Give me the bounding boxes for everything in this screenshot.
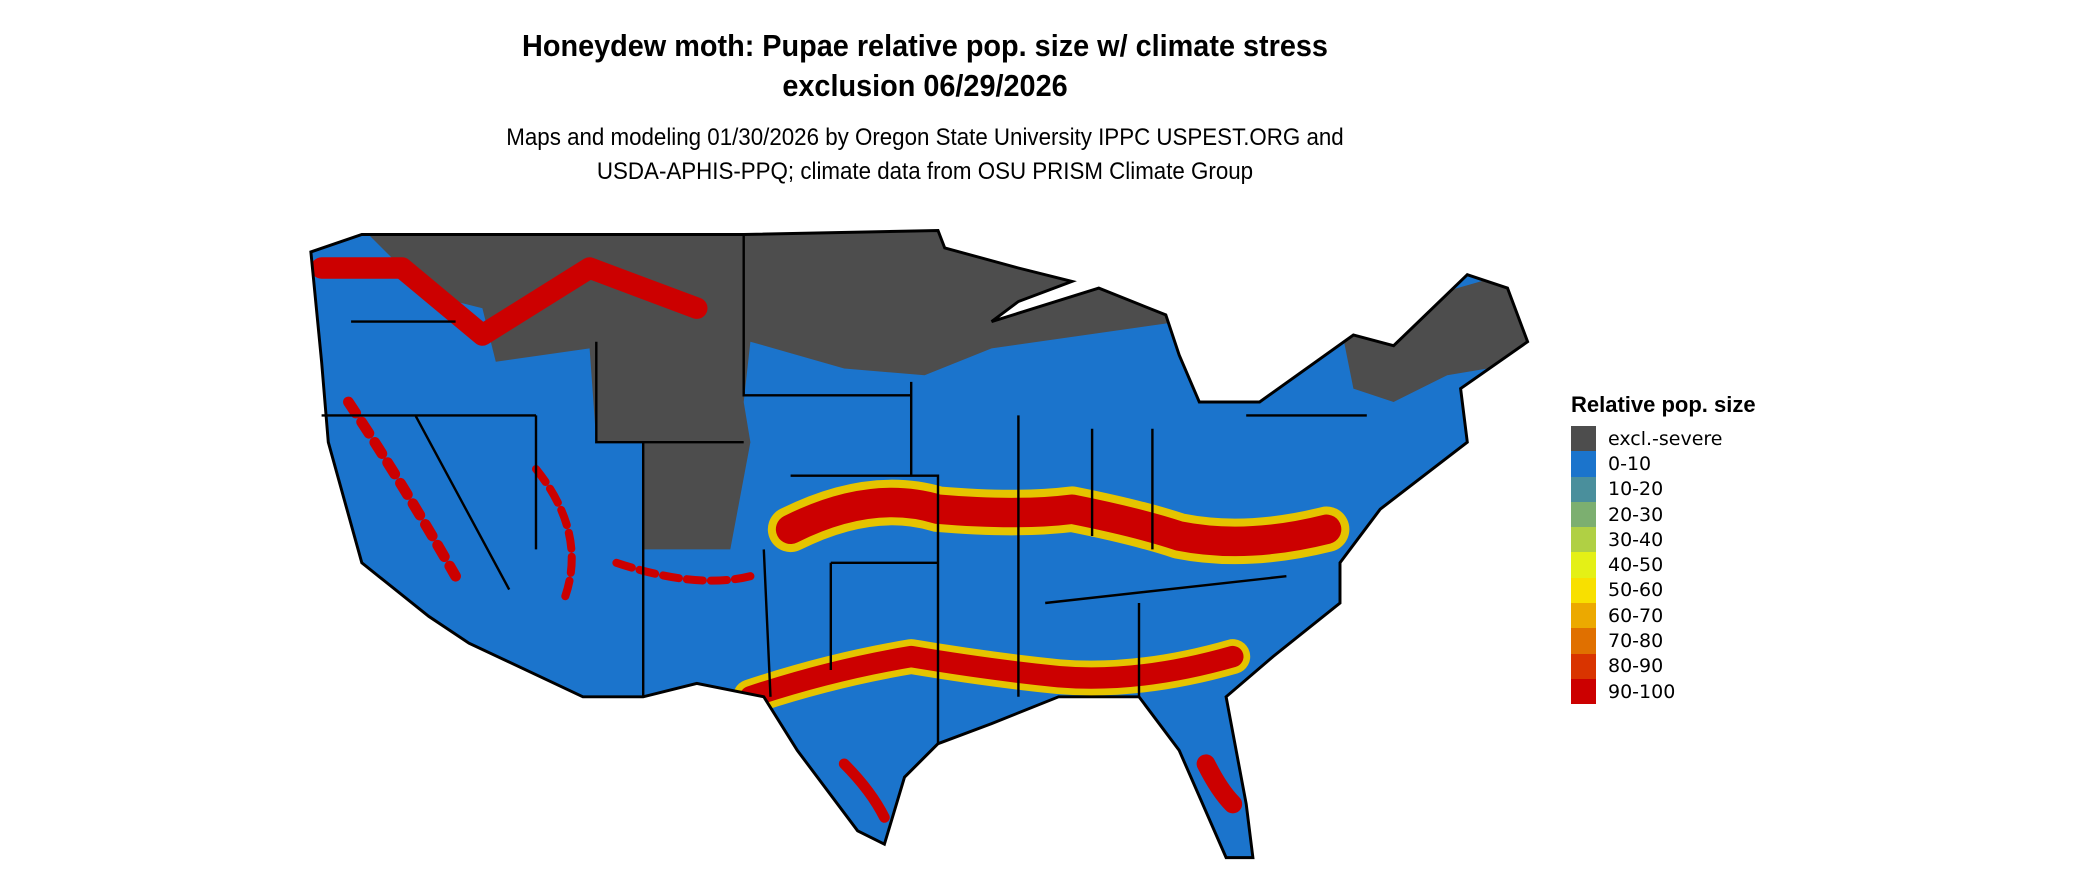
legend: Relative pop. size excl.-severe 0-10 10-20… — [1571, 392, 1756, 705]
map-subtitle-line1: Maps and modeling 01/30/2026 by Oregon S… — [506, 124, 1344, 151]
legend-swatch — [1571, 476, 1596, 502]
legend-swatch — [1571, 628, 1596, 654]
legend-label: 20-30 — [1608, 503, 1664, 526]
legend-item: 0-10 — [1571, 451, 1756, 477]
legend-item: 60-70 — [1571, 603, 1756, 629]
legend-label: 80-90 — [1608, 655, 1664, 678]
legend-swatch — [1571, 577, 1596, 604]
legend-swatch — [1571, 552, 1596, 578]
excluded-northeast — [1340, 268, 1528, 403]
legend-label: 40-50 — [1608, 554, 1664, 577]
legend-item: 40-50 — [1571, 552, 1756, 578]
legend-swatch — [1571, 426, 1596, 452]
state-borders — [321, 234, 1367, 744]
excluded-north — [361, 230, 1180, 550]
legend-item: 80-90 — [1571, 653, 1756, 679]
legend-label: 30-40 — [1608, 528, 1664, 551]
map-title-line1: Honeydew moth: Pupae relative pop. size … — [522, 28, 1328, 63]
map-subtitle-line2: USDA-APHIS-PPQ; climate data from OSU PR… — [596, 158, 1254, 185]
legend-label: excl.-severe — [1608, 427, 1723, 450]
legend-swatch — [1571, 678, 1596, 705]
legend-item: 50-60 — [1571, 577, 1756, 604]
legend-label: 70-80 — [1608, 630, 1664, 653]
legend-item: 90-100 — [1571, 678, 1756, 705]
legend-label: 0-10 — [1608, 452, 1652, 475]
map-fill — [310, 230, 1528, 858]
map-title-line2: exclusion 06/29/2026 — [782, 68, 1068, 103]
legend-title: Relative pop. size — [1571, 392, 1756, 417]
legend-label: 10-20 — [1608, 478, 1664, 501]
legend-swatch — [1571, 603, 1596, 629]
legend-item: 70-80 — [1571, 628, 1756, 654]
legend-label: 50-60 — [1608, 579, 1664, 602]
legend-label: 60-70 — [1608, 604, 1664, 627]
legend-swatch — [1571, 451, 1596, 477]
legend-label: 90-100 — [1608, 680, 1676, 703]
legend-swatch — [1571, 527, 1596, 553]
legend-item: 20-30 — [1571, 501, 1756, 528]
legend-item: 30-40 — [1571, 527, 1756, 553]
legend-swatch — [1571, 653, 1596, 679]
legend-swatch — [1571, 501, 1596, 528]
legend-item: 10-20 — [1571, 476, 1756, 502]
legend-item: excl.-severe — [1571, 426, 1756, 452]
